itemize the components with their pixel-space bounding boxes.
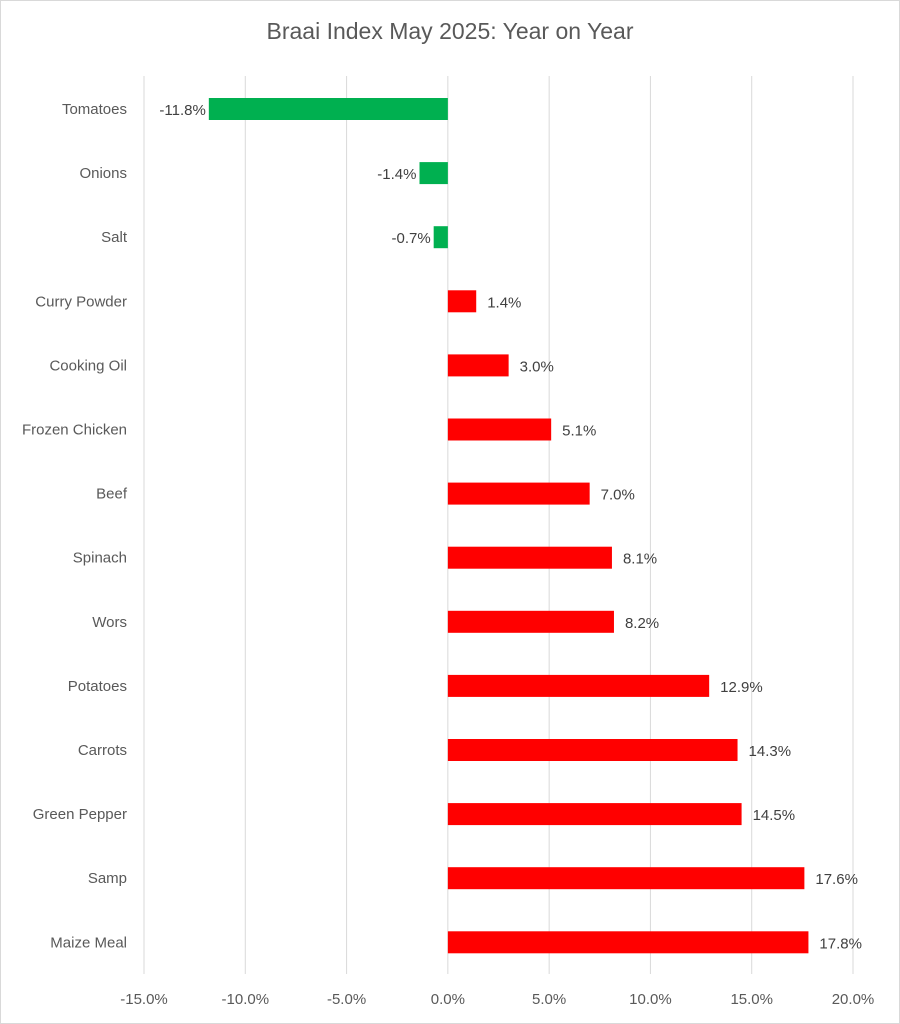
data-label: 14.3% [749,743,792,760]
category-label: Spinach [73,550,127,567]
data-label: 8.1% [623,551,657,568]
data-label: 1.4% [487,294,521,311]
bar [447,739,738,761]
category-label: Curry Powder [35,293,127,310]
chart-title: Braai Index May 2025: Year on Year [266,18,634,44]
data-label: 17.8% [819,935,862,952]
bar [433,226,448,249]
category-label: Maize Meal [50,934,127,951]
data-label: -0.7% [391,230,430,247]
data-label: 14.5% [753,807,796,824]
category-label: Green Pepper [33,806,127,823]
bar [447,418,552,441]
bar [447,354,509,377]
x-tick-label: 10.0% [629,991,672,1008]
bar [447,867,805,890]
category-label: Wors [92,614,127,631]
bar [419,162,448,185]
data-label: 12.9% [720,679,763,696]
x-tick-label: -10.0% [222,991,270,1008]
data-label: 7.0% [601,487,635,504]
bar [447,290,477,313]
x-tick-label: -5.0% [327,991,366,1008]
bar [447,482,590,505]
category-label: Samp [88,870,127,887]
x-tick-label: -15.0% [120,991,168,1008]
data-label: 8.2% [625,615,659,632]
bar [447,803,742,826]
bar [208,98,448,120]
category-label: Cooking Oil [49,357,127,374]
x-tick-label: 15.0% [730,991,773,1008]
category-label: Carrots [78,742,127,759]
x-tick-label: 0.0% [431,991,465,1008]
category-label: Salt [101,229,128,246]
bar [447,931,809,954]
category-label: Frozen Chicken [22,422,127,439]
bar [447,610,614,633]
bar [447,674,710,697]
category-label: Potatoes [68,678,127,695]
bar [447,546,612,569]
data-label: -1.4% [377,166,416,183]
category-label: Onions [79,165,127,182]
data-label: -11.8% [159,102,205,119]
data-label: 3.0% [520,358,554,375]
category-label: Beef [96,486,128,503]
category-label: Tomatoes [62,101,127,118]
data-label: 5.1% [562,423,596,440]
x-tick-label: 5.0% [532,991,566,1008]
data-label: 17.6% [815,871,858,888]
x-tick-label: 20.0% [832,991,875,1008]
